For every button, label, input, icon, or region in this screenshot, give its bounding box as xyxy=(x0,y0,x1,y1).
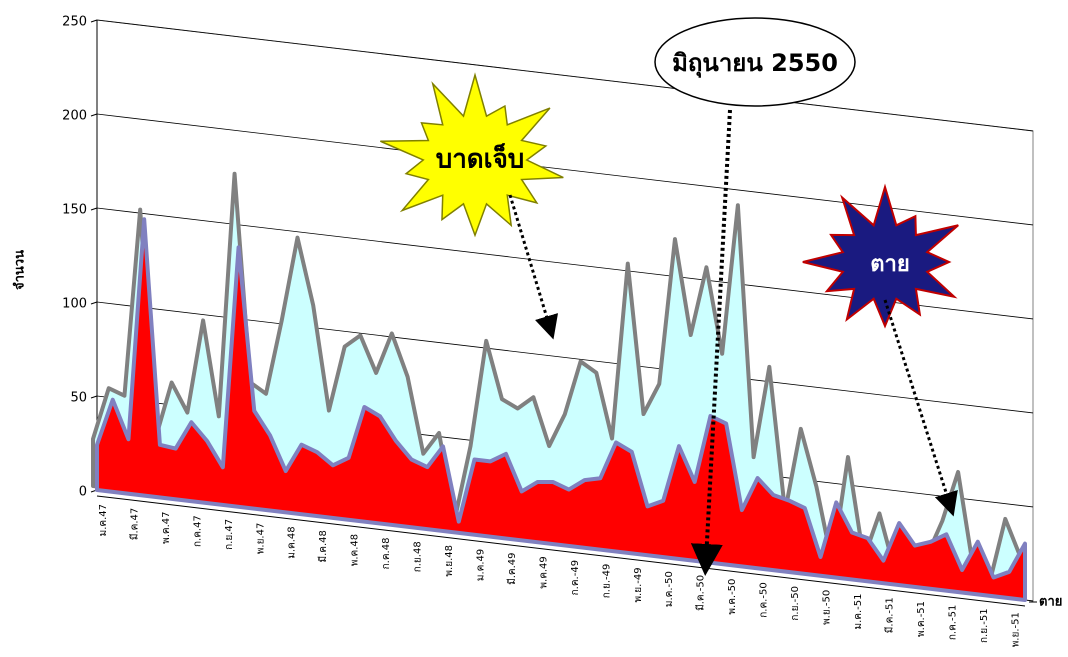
tick-mark xyxy=(90,301,98,305)
starburst xyxy=(380,72,564,238)
x-tick-label: ม.ค.-50 xyxy=(664,571,675,607)
annotation: มิถุนายน 2550 xyxy=(672,49,838,79)
x-tick-label: มี.ค.-51 xyxy=(883,597,895,633)
x-tick-label: ก.ย.47 xyxy=(224,519,235,550)
x-tick-label: ก.ย.-51 xyxy=(979,608,990,643)
grid-line xyxy=(96,113,1034,226)
arrow xyxy=(508,194,559,340)
y-tick-label: 50 xyxy=(70,391,87,406)
y-tick-label: 200 xyxy=(62,109,87,124)
oval xyxy=(654,17,856,107)
x-tick-label: พ.ค.49 xyxy=(538,556,549,588)
x-axis xyxy=(96,495,1026,607)
tick-mark xyxy=(90,113,98,117)
x-tick-label: ก.ค.-50 xyxy=(759,582,770,617)
starburst xyxy=(802,183,959,329)
x-tick-label: พ.ค.48 xyxy=(350,534,361,566)
x-tick-label: มี.ค.48 xyxy=(317,530,329,562)
tick-mark xyxy=(90,19,98,23)
x-tick-label: ม.ค.47 xyxy=(98,504,109,536)
x-tick-label: ก.ย.48 xyxy=(413,541,424,572)
x-tick-label: ก.ย.-49 xyxy=(601,564,612,599)
x-tick-label: ก.ค.48 xyxy=(381,538,392,570)
x-tick-label: พ.ย.47 xyxy=(255,523,266,555)
x-tick-label: ก.ค.-51 xyxy=(947,605,958,640)
annotation: บาดเจ็บ xyxy=(436,143,525,175)
annotation: ตาย xyxy=(870,252,910,277)
x-tick-label: ก.ค.-49 xyxy=(570,560,581,595)
x-tick-label: ม.ค.49 xyxy=(475,549,486,581)
tick-mark xyxy=(90,207,98,211)
x-tick-label: ก.ย.-50 xyxy=(790,586,801,621)
y-tick-label: 100 xyxy=(62,297,87,312)
y-tick-label: 150 xyxy=(62,203,87,218)
x-tick-label: พ.ย.-49 xyxy=(633,567,644,602)
area xyxy=(95,217,1027,602)
x-tick-label: ม.ค.-51 xyxy=(853,593,864,629)
x-tick-label: มี.ค.49 xyxy=(506,552,518,584)
x-tick-label: พ.ย.-50 xyxy=(822,590,833,625)
y-tick-label: 0 xyxy=(79,485,87,500)
x-tick-label: พ.ค.47 xyxy=(161,511,172,543)
x-tick-label: ม.ค.48 xyxy=(287,526,298,558)
x-tick-label: พ.ย.48 xyxy=(444,545,455,577)
x-tick-label: มี.ค.-50 xyxy=(695,575,707,611)
x-tick-label: ก.ค.47 xyxy=(192,515,203,547)
grid-line xyxy=(96,19,1034,132)
series-label: ตาย xyxy=(1039,595,1062,610)
tick-mark xyxy=(90,395,98,399)
x-tick-label: พ.ค.-50 xyxy=(727,579,738,615)
x-tick-label: มี.ค.47 xyxy=(128,508,140,540)
x-tick-label: พ.ย.-51 xyxy=(1010,612,1021,647)
y-tick-label: 250 xyxy=(62,15,87,30)
y-axis-label: จำนวน xyxy=(12,250,28,290)
grid-line xyxy=(96,301,1034,414)
x-tick-label: พ.ค.-51 xyxy=(916,601,927,637)
